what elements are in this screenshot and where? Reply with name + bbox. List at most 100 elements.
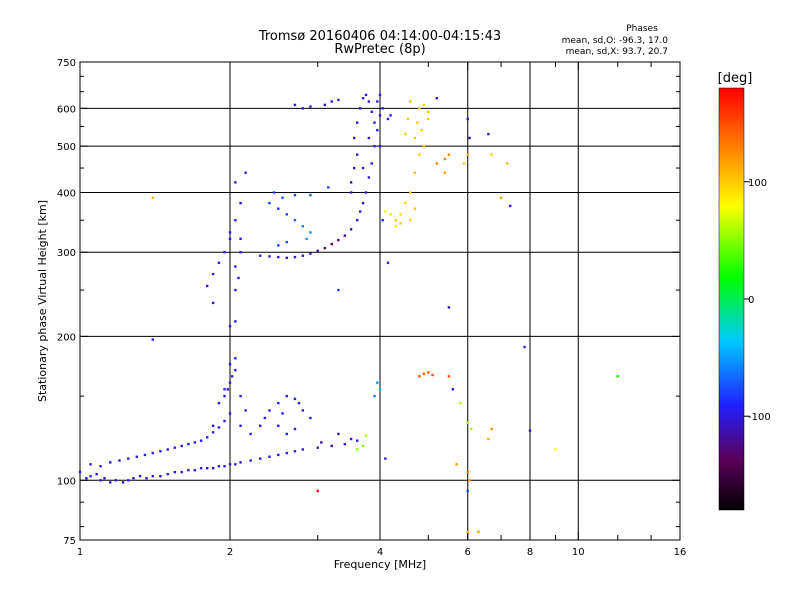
data-point: [418, 375, 421, 378]
data-point: [376, 381, 379, 384]
data-point: [234, 463, 237, 466]
data-point: [285, 394, 288, 398]
data-point: [297, 401, 301, 405]
y-tick-label: 400: [57, 188, 76, 199]
data-point: [352, 136, 356, 140]
data-point: [228, 412, 232, 415]
data-point: [277, 401, 280, 405]
data-point: [364, 93, 368, 97]
data-point: [277, 424, 280, 428]
data-point: [293, 397, 297, 401]
data-point: [293, 255, 297, 259]
data-point: [223, 388, 226, 391]
data-point: [462, 162, 466, 165]
y-tick-label: 300: [57, 248, 76, 259]
data-point: [386, 261, 390, 265]
data-point: [226, 388, 230, 391]
data-point: [285, 432, 288, 436]
data-point: [109, 481, 112, 484]
data-point: [394, 219, 397, 222]
data-point: [466, 117, 469, 121]
data-point: [118, 459, 121, 462]
data-point: [151, 451, 155, 455]
data-point: [199, 439, 203, 442]
data-point: [268, 201, 271, 205]
data-point: [355, 121, 359, 124]
data-point: [361, 444, 365, 448]
axis-ticks: 1 2 4 6 8 10 16 75 100 200 300 400 500 600 750: [57, 58, 686, 558]
x-axis-label: Frequency [MHz]: [334, 558, 426, 571]
phases-o-line: mean, sd,O: -96.3, 17.0: [562, 36, 669, 46]
data-point: [364, 434, 368, 437]
data-point: [399, 213, 402, 216]
data-point: [239, 394, 242, 398]
data-point: [554, 448, 557, 451]
data-point: [418, 153, 421, 156]
data-point: [95, 472, 98, 476]
data-point: [337, 238, 340, 242]
data-point: [301, 107, 305, 110]
data-point: [244, 171, 247, 174]
data-point: [420, 128, 423, 132]
data-point: [343, 234, 347, 237]
data-point: [89, 474, 92, 478]
data-point: [378, 144, 382, 148]
data-point: [127, 457, 130, 460]
data-point: [381, 219, 384, 222]
data-point: [187, 442, 190, 446]
data-point: [367, 100, 371, 103]
data-point: [138, 474, 142, 478]
data-point: [127, 479, 130, 482]
data-point: [487, 437, 490, 441]
data-point: [468, 136, 471, 140]
data-point: [268, 455, 271, 458]
data-point: [316, 489, 319, 493]
data-point: [151, 474, 155, 478]
data-point: [277, 207, 280, 210]
data-point: [409, 100, 412, 103]
data-point: [418, 107, 421, 110]
y-tick-label: 600: [57, 104, 76, 115]
data-point: [277, 255, 280, 259]
chart-title: Tromsø 20160406 04:14:00-04:15:43: [258, 29, 501, 44]
data-point: [244, 409, 247, 412]
data-point: [293, 427, 297, 431]
data-point: [466, 470, 469, 474]
data-point: [330, 444, 333, 448]
data-point: [381, 107, 384, 110]
data-point: [466, 421, 469, 424]
data-point: [228, 381, 232, 384]
y-tick-label: 200: [57, 332, 76, 343]
data-point: [364, 191, 368, 194]
data-point: [135, 455, 138, 458]
x-tick-label: 10: [572, 547, 585, 558]
data-point: [145, 477, 148, 480]
data-point: [217, 401, 221, 405]
data-point: [404, 132, 407, 136]
data-point: [121, 481, 125, 484]
data-point: [239, 461, 242, 464]
data-point: [180, 470, 183, 474]
data-point: [217, 465, 221, 468]
data-point: [378, 388, 382, 391]
data-point: [373, 121, 376, 124]
data-point: [443, 157, 447, 161]
data-point: [211, 272, 215, 276]
data-point: [211, 301, 215, 305]
data-point: [389, 114, 392, 117]
data-point: [447, 375, 451, 378]
data-point: [249, 432, 252, 436]
data-point: [309, 416, 312, 420]
data-point: [193, 441, 197, 444]
data-point: [285, 240, 288, 244]
data-point: [223, 465, 226, 468]
data-point: [355, 219, 359, 222]
data-point: [228, 325, 232, 328]
data-point: [370, 162, 373, 165]
data-point: [234, 288, 237, 292]
data-point: [349, 191, 353, 194]
data-point: [499, 196, 503, 199]
data-point: [373, 144, 376, 148]
data-point: [239, 201, 242, 205]
